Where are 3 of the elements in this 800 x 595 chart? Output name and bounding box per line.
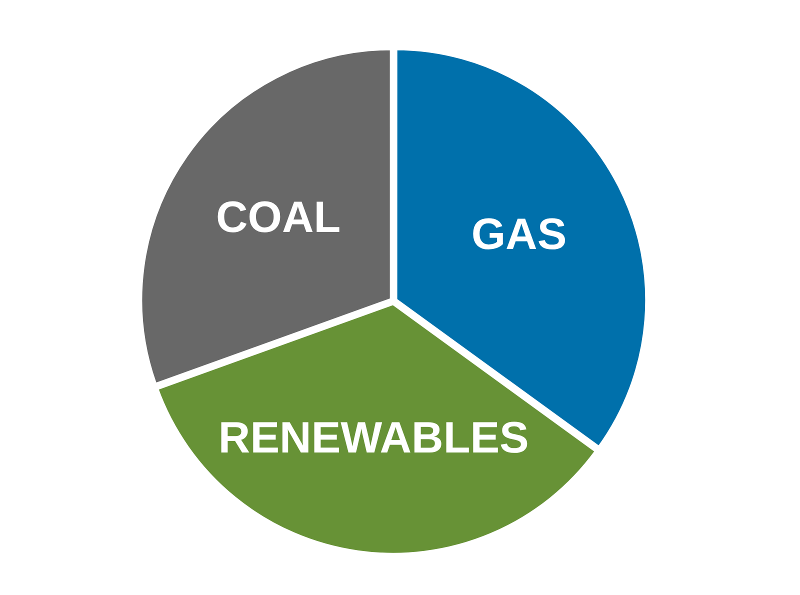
slice-label: RENEWABLES bbox=[218, 414, 529, 463]
slice-label: GAS bbox=[471, 210, 567, 260]
slice-label: COAL bbox=[216, 193, 341, 242]
